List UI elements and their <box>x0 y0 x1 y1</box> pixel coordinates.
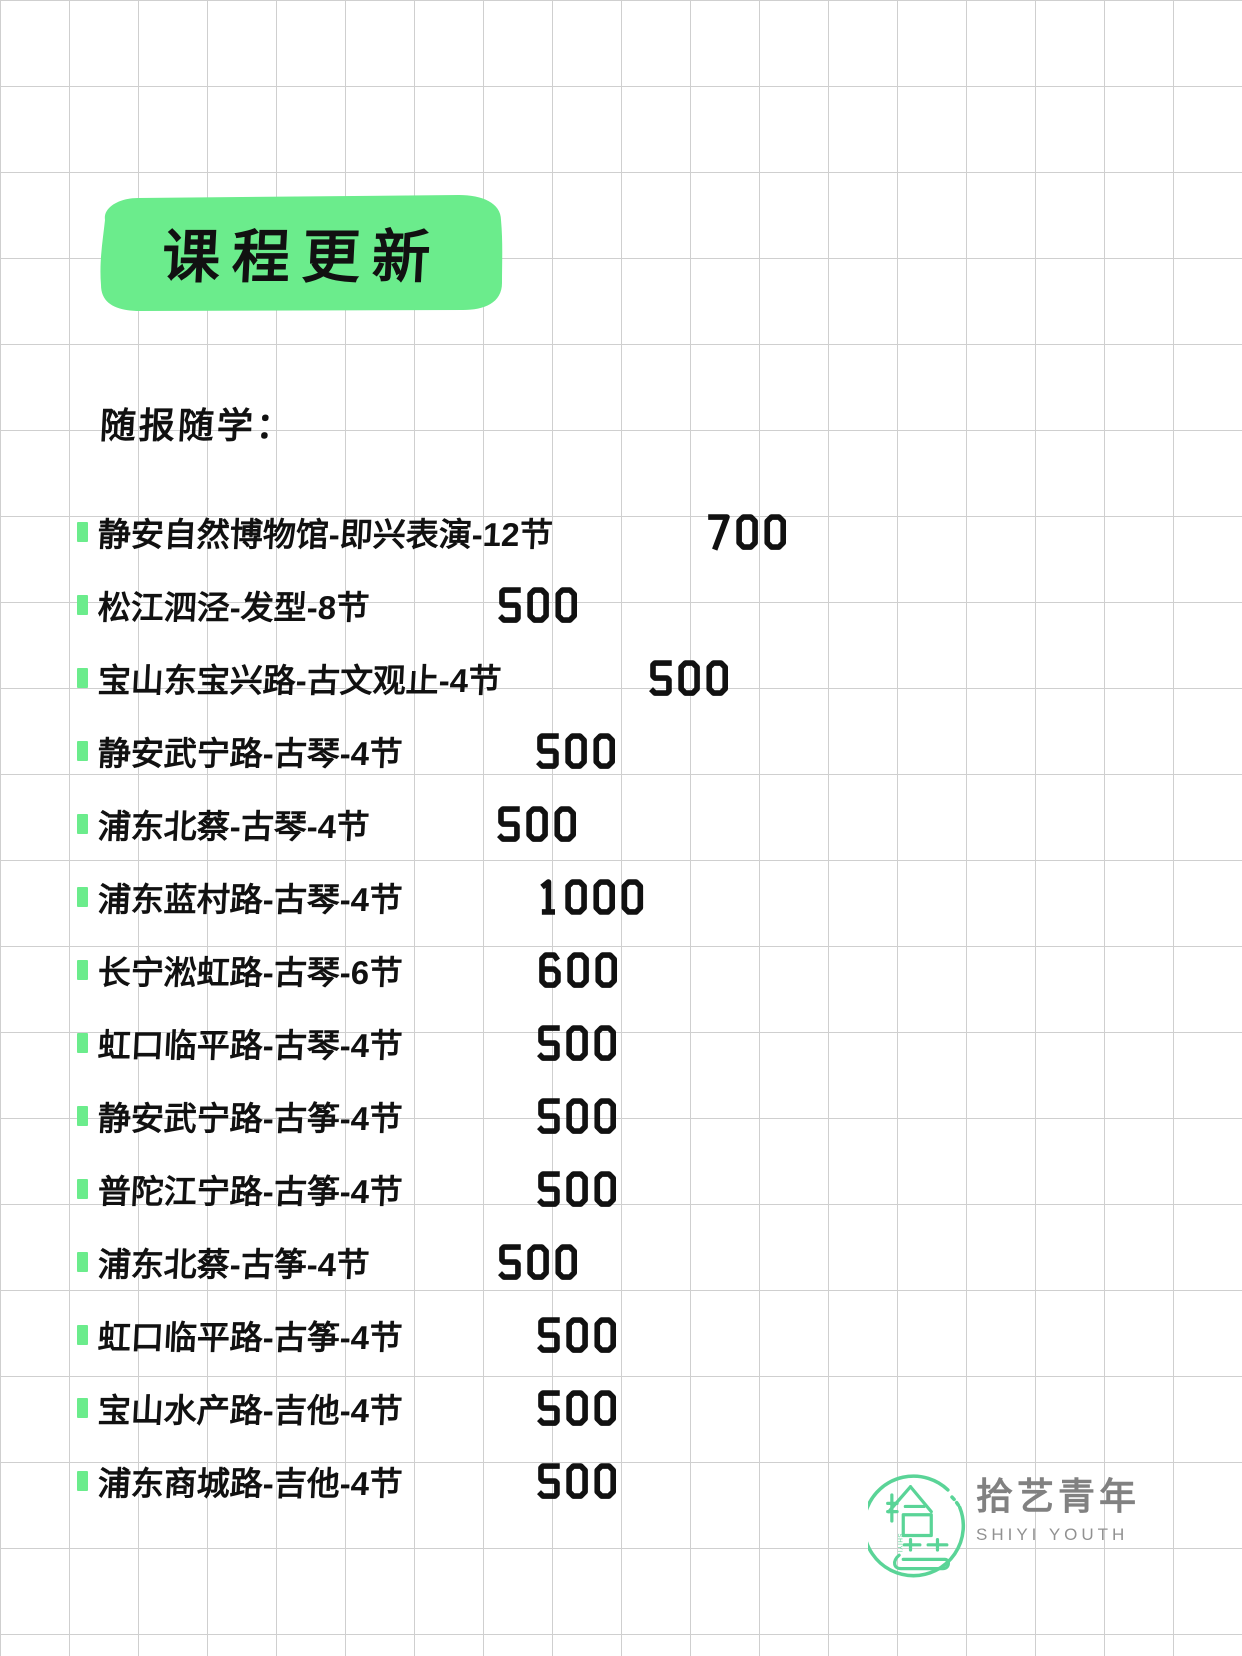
svg-text:SHIYI: SHIYI <box>896 1533 903 1552</box>
